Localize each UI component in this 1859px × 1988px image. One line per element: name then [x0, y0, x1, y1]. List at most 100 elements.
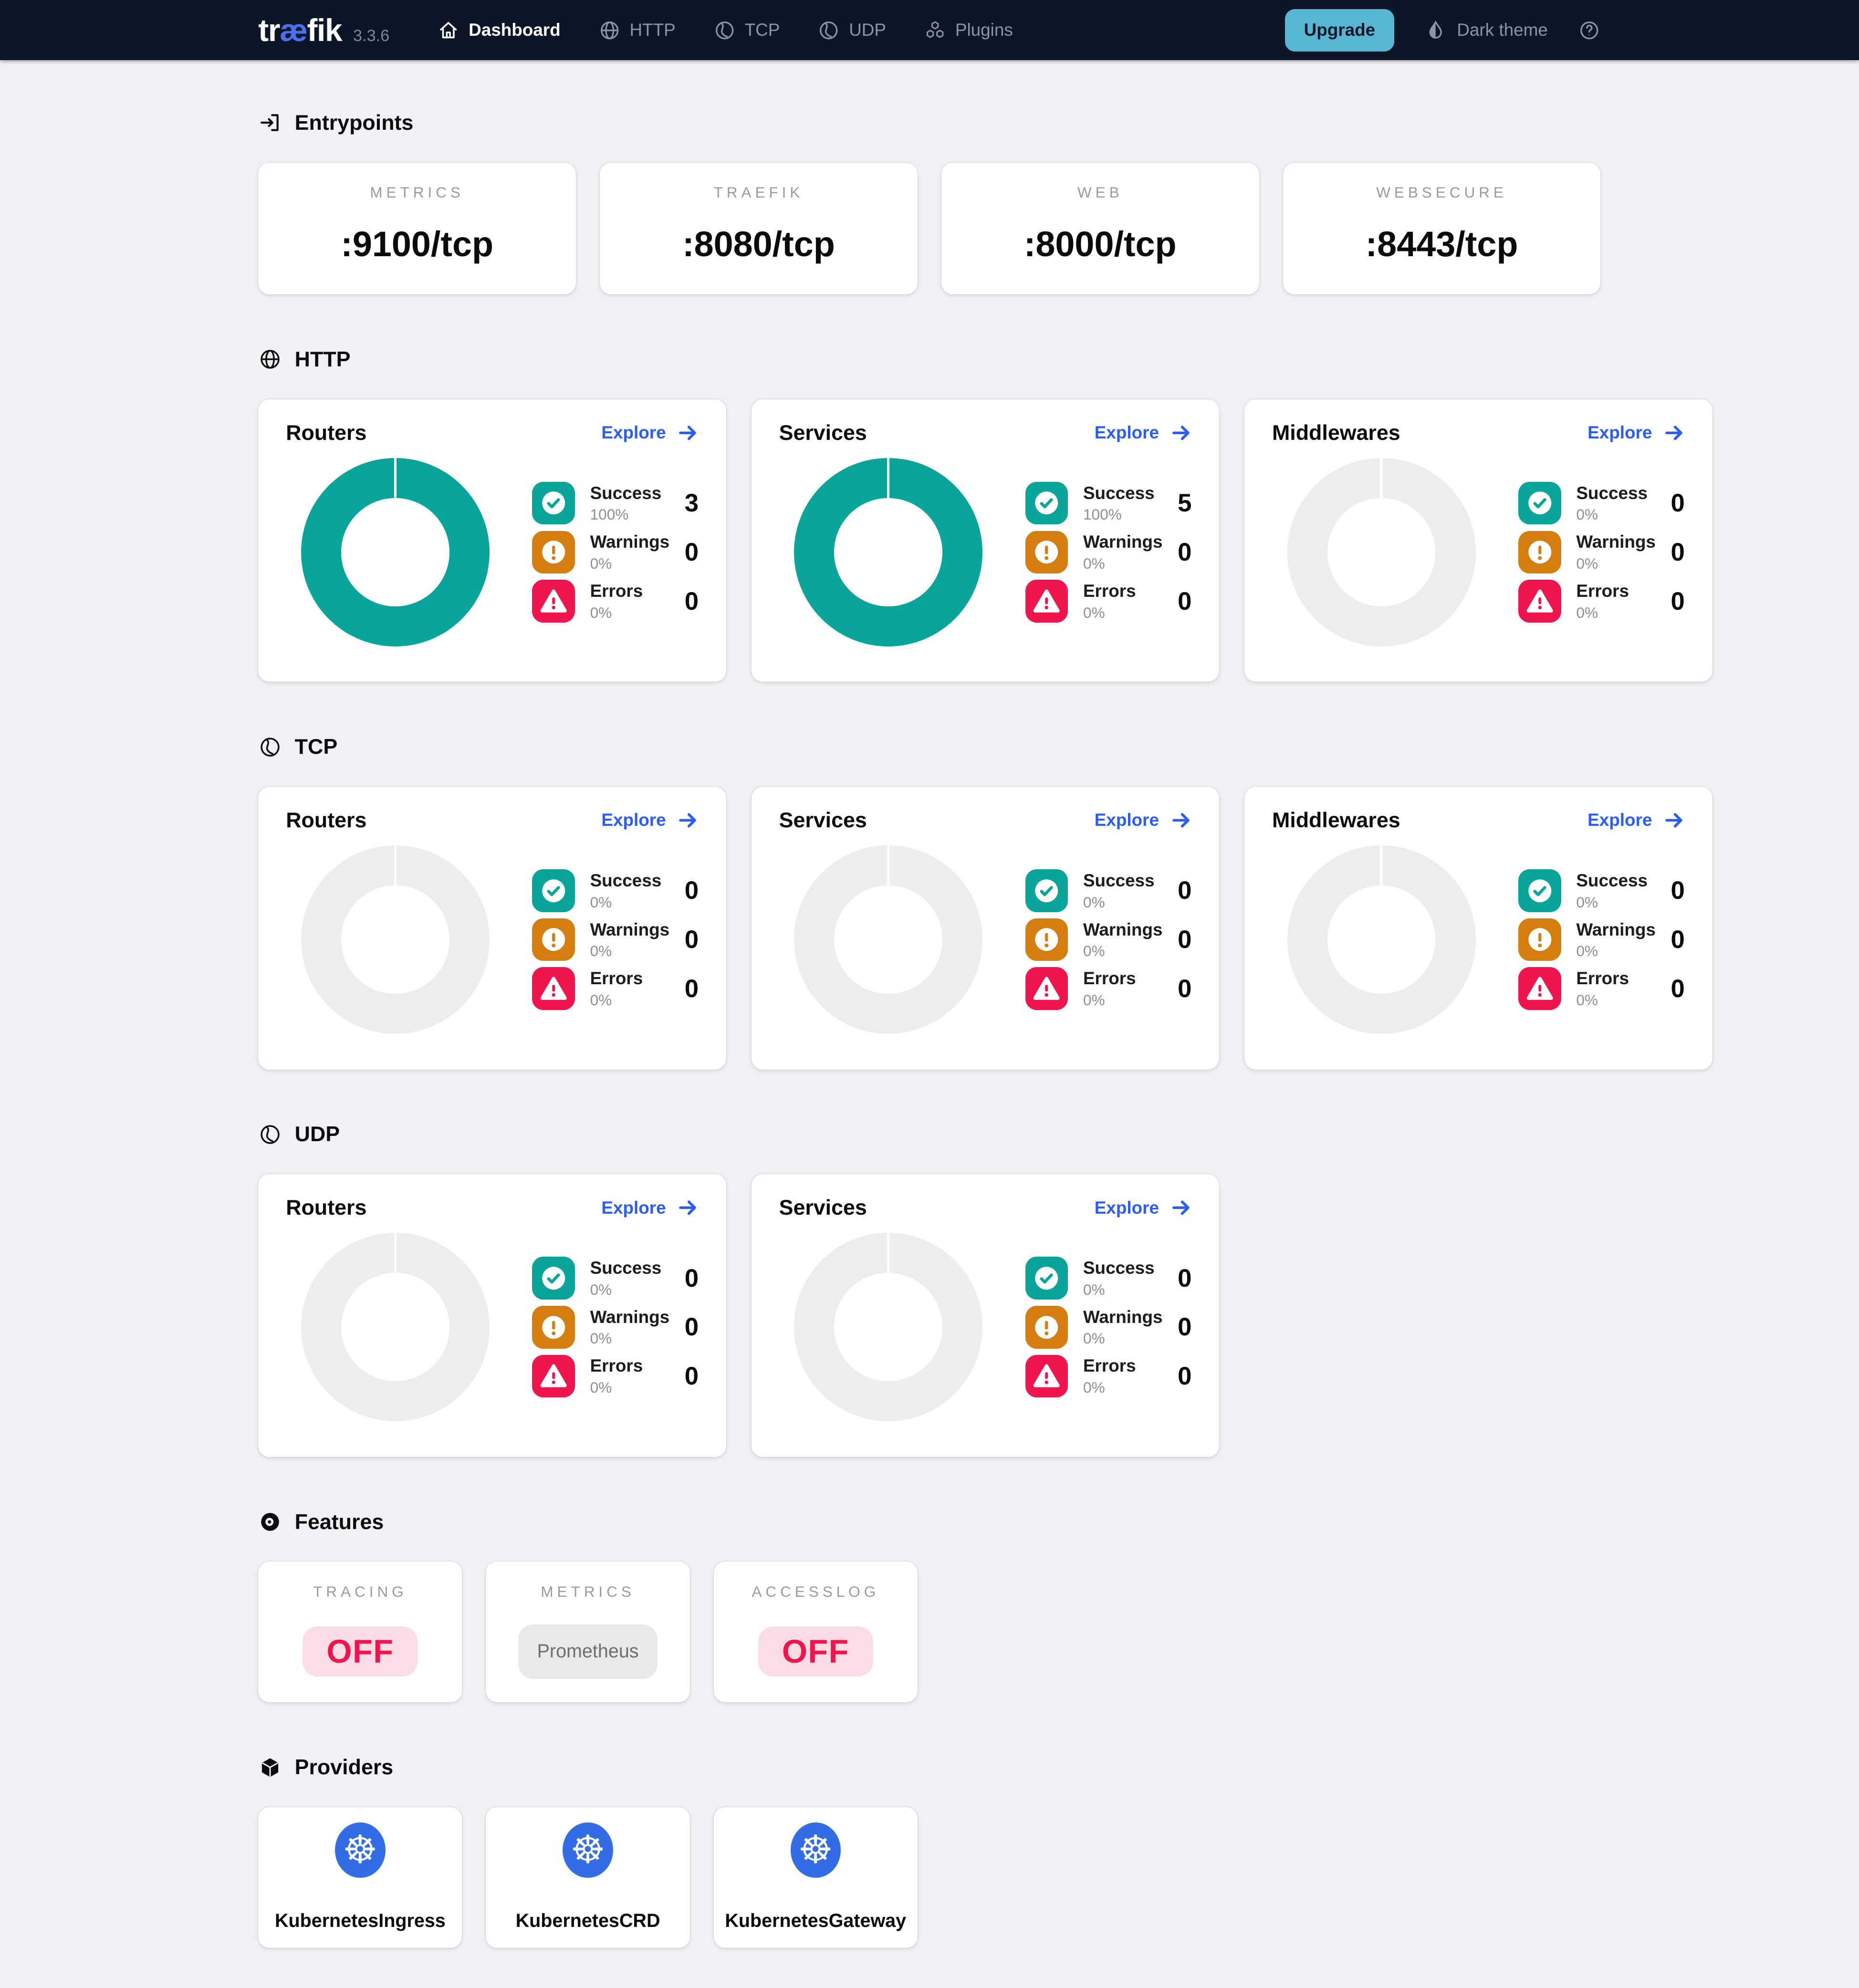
stat-count: 0: [1671, 876, 1685, 905]
provider-card-kubernetes-ingress: ☸ KubernetesIngress: [258, 1807, 462, 1948]
explore-link[interactable]: Explore: [1095, 422, 1192, 444]
arrow-right-icon: [1170, 1197, 1192, 1218]
explore-link[interactable]: Explore: [1095, 1197, 1192, 1218]
success-icon: [532, 869, 575, 912]
explore-link[interactable]: Explore: [601, 810, 699, 831]
stat-count: 0: [684, 587, 699, 615]
legend-row: Warnings 0% 0: [532, 531, 699, 574]
entrypoint-port: :9100/tcp: [341, 224, 494, 264]
explore-link[interactable]: Explore: [601, 422, 699, 444]
stat-count: 0: [684, 1264, 699, 1292]
feature-card-accesslog: ACCESSLOG OFF: [713, 1561, 918, 1703]
nav-item-udp[interactable]: UDP: [817, 19, 886, 42]
stat-count: 0: [1178, 587, 1192, 615]
nav-item-plugins[interactable]: Plugins: [924, 19, 1013, 42]
tcp-services-card: Services Explore Success 0% 0: [751, 787, 1220, 1070]
success-icon: [1025, 481, 1068, 525]
entrypoint-port: :8443/tcp: [1365, 224, 1518, 264]
legend-row: Warnings 0% 0: [1518, 918, 1685, 961]
tcp-middlewares-card: Middlewares Explore Success 0% 0: [1244, 787, 1713, 1070]
udp-section: UDP Routers Explore Success 0%: [258, 1122, 1600, 1457]
nav-item-tcp[interactable]: TCP: [713, 19, 780, 42]
arrow-right-icon: [677, 810, 699, 831]
http-routers-card: Routers Explore Success 100% 3: [258, 399, 726, 682]
upgrade-button[interactable]: Upgrade: [1285, 9, 1394, 52]
donut-chart: [1287, 458, 1476, 646]
help-button[interactable]: [1578, 19, 1600, 42]
warning-icon: [1518, 531, 1561, 574]
legend-row: Warnings 0% 0: [532, 918, 699, 961]
stat-count: 3: [684, 489, 699, 518]
stat-count: 0: [684, 876, 699, 905]
warning-icon: [1518, 918, 1561, 961]
stat-count: 0: [684, 974, 699, 1003]
success-icon: [1025, 869, 1068, 912]
entrypoint-card-metrics: METRICS :9100/tcp: [258, 162, 576, 295]
http-section: HTTP Routers Explore Success 100%: [258, 347, 1713, 682]
explore-link[interactable]: Explore: [1587, 422, 1685, 444]
success-icon: [1518, 869, 1561, 912]
provider-card-kubernetes-crd: ☸ KubernetesCRD: [486, 1807, 690, 1948]
dark-theme-toggle[interactable]: Dark theme: [1424, 19, 1548, 42]
http-heading: HTTP: [258, 347, 1600, 372]
stat-count: 5: [1178, 489, 1192, 518]
tcp-heading: TCP: [258, 735, 1600, 759]
traefik-logo[interactable]: træfik 3.3.6: [258, 12, 389, 48]
arrow-right-icon: [1170, 422, 1192, 444]
donut-chart: [301, 1233, 490, 1422]
stat-count: 0: [1178, 876, 1192, 905]
legend-row: Success 0% 0: [1518, 869, 1685, 912]
main-nav: Dashboard HTTP TCP UDP Plugins: [437, 19, 1013, 42]
error-icon: [1025, 580, 1068, 623]
warning-icon: [532, 1305, 575, 1349]
entrypoints-heading: Entrypoints: [258, 111, 1600, 135]
stat-count: 0: [1178, 1362, 1192, 1390]
donut-chart: [1287, 845, 1476, 1034]
donut-chart: [794, 458, 983, 646]
stat-count: 0: [1178, 538, 1192, 566]
arrow-right-icon: [677, 1197, 699, 1218]
login-arrow-icon: [258, 111, 282, 135]
stat-count: 0: [1671, 489, 1685, 518]
stat-count: 0: [1671, 538, 1685, 566]
entrypoint-card-web: WEB :8000/tcp: [941, 162, 1259, 295]
nav-item-dashboard[interactable]: Dashboard: [437, 19, 561, 42]
features-heading: Features: [258, 1510, 1600, 1534]
legend-row: Warnings 0% 0: [532, 1305, 699, 1349]
ball-seam-icon: [258, 1123, 282, 1146]
tcp-section: TCP Routers Explore Success 0%: [258, 735, 1713, 1070]
legend-row: Success 100% 3: [532, 481, 699, 525]
udp-routers-card: Routers Explore Success 0% 0: [258, 1174, 726, 1457]
http-services-card: Services Explore Success 100% 5: [751, 399, 1220, 682]
legend-row: Errors 0% 0: [1518, 967, 1685, 1010]
version-label: 3.3.6: [353, 27, 390, 45]
stat-count: 0: [1178, 1313, 1192, 1342]
success-icon: [532, 1257, 575, 1300]
disc-icon: [258, 1510, 282, 1534]
donut-chart: [301, 845, 490, 1034]
providers-heading: Providers: [258, 1755, 1600, 1780]
contrast-droplet-icon: [1424, 19, 1447, 42]
legend-row: Errors 0% 0: [1025, 580, 1192, 623]
stat-count: 0: [1178, 1264, 1192, 1292]
explore-link[interactable]: Explore: [1587, 810, 1685, 831]
ball-seam-icon: [258, 735, 282, 759]
legend-row: Success 0% 0: [532, 1257, 699, 1300]
legend-row: Warnings 0% 0: [1025, 918, 1192, 961]
entrypoint-port: :8080/tcp: [682, 224, 835, 264]
stat-count: 0: [1178, 926, 1192, 954]
kubernetes-wheel-icon: ☸: [790, 1822, 841, 1878]
success-icon: [532, 481, 575, 525]
status-badge: Prometheus: [518, 1624, 658, 1679]
nav-item-http[interactable]: HTTP: [598, 19, 676, 42]
error-icon: [532, 580, 575, 623]
arrow-right-icon: [1663, 810, 1685, 831]
legend-row: Warnings 0% 0: [1518, 531, 1685, 574]
ball-seam-icon: [817, 19, 840, 42]
explore-link[interactable]: Explore: [601, 1197, 699, 1218]
explore-link[interactable]: Explore: [1095, 810, 1192, 831]
stat-count: 0: [1671, 587, 1685, 615]
warning-icon: [532, 531, 575, 574]
success-icon: [1518, 481, 1561, 525]
error-icon: [1518, 967, 1561, 1010]
